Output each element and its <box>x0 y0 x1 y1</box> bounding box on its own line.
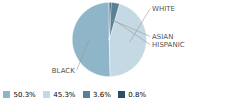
html-text:45.3%: 45.3% <box>53 90 76 99</box>
svg-text:BLACK: BLACK <box>52 67 75 75</box>
html-text:0.8%: 0.8% <box>128 90 147 99</box>
html-text:3.6%: 3.6% <box>93 90 111 99</box>
svg-text:WHITE: WHITE <box>152 5 175 13</box>
html-text:50.3%: 50.3% <box>13 90 36 99</box>
svg-text:HISPANIC: HISPANIC <box>152 41 185 49</box>
svg-text:ASIAN: ASIAN <box>152 33 173 41</box>
